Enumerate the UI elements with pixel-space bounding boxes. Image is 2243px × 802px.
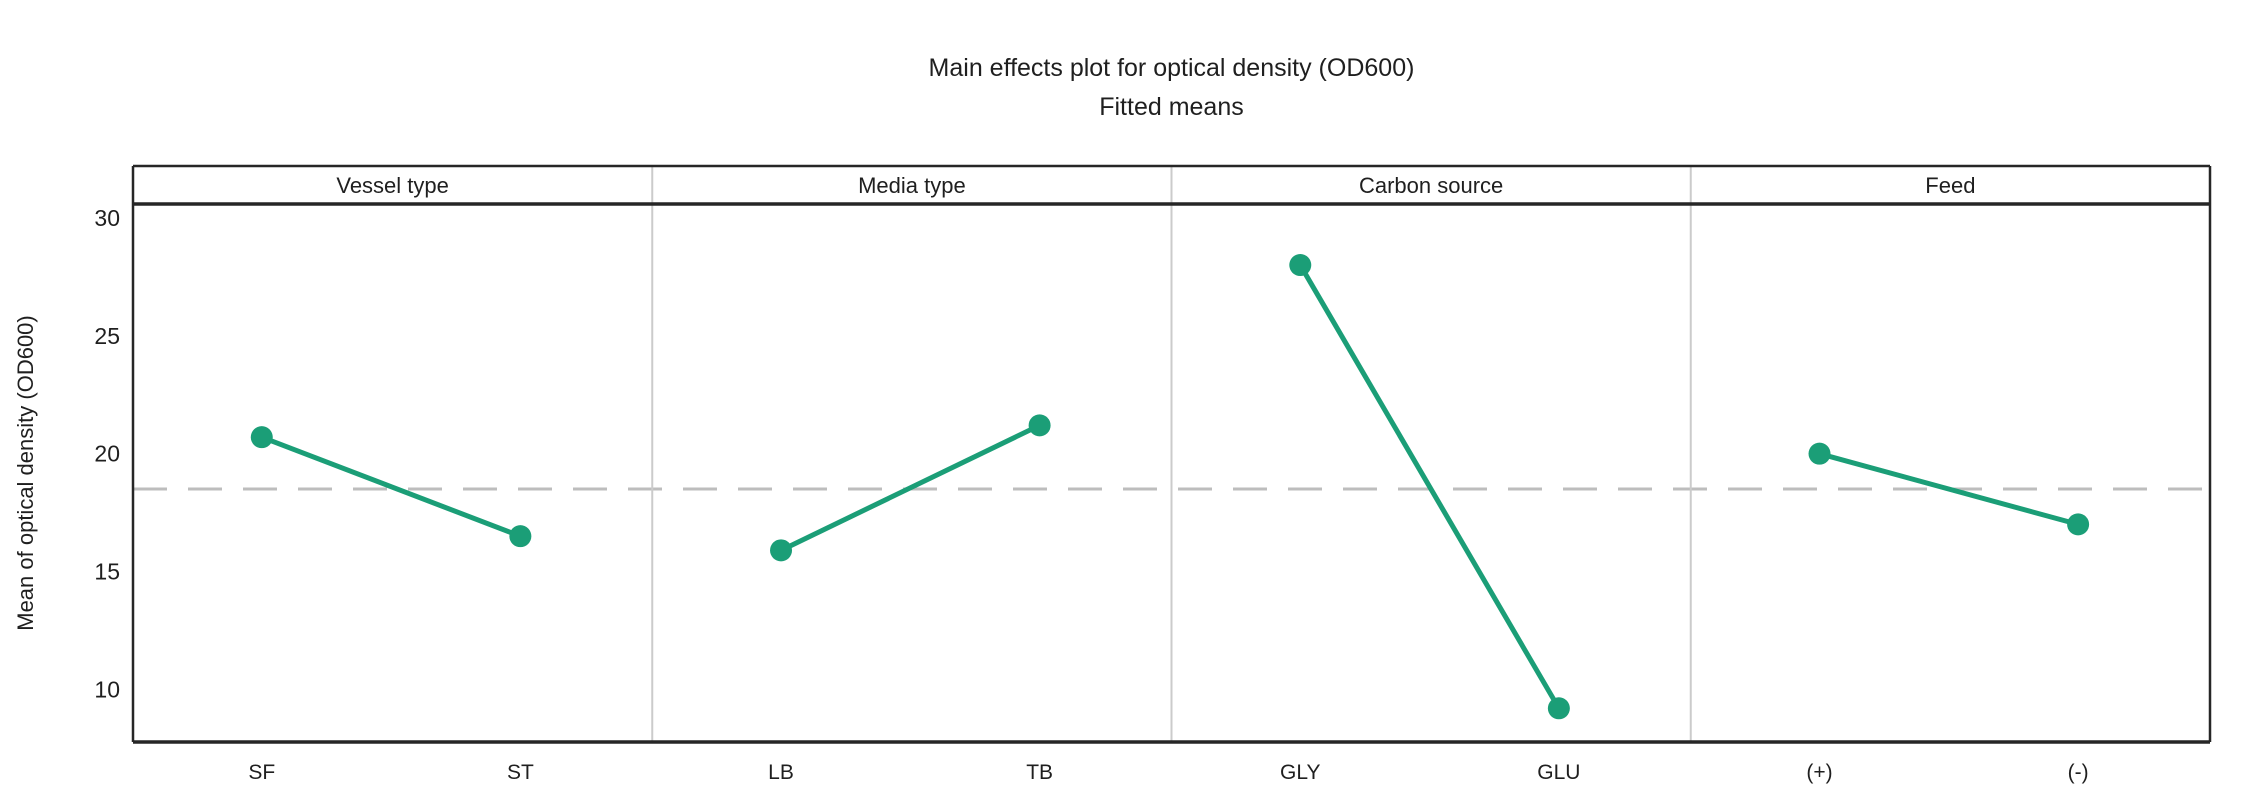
x-category-label: (+) [1806, 761, 1832, 784]
x-category-label: GLY [1280, 761, 1320, 784]
x-category-label: TB [1026, 761, 1053, 784]
chart-title: Main effects plot for optical density (O… [928, 54, 1415, 82]
data-point [1028, 414, 1051, 437]
data-point [509, 525, 532, 548]
data-point [2067, 513, 2090, 536]
panel-header-label: Feed [1925, 173, 1975, 198]
x-category-label: GLU [1537, 761, 1580, 784]
panel-header-label: Carbon source [1359, 173, 1503, 198]
series-line [1298, 263, 1562, 710]
data-point [250, 426, 273, 449]
series-line [779, 423, 1041, 553]
y-tick-label: 20 [94, 441, 120, 467]
x-category-label: SF [248, 761, 275, 784]
series-line [260, 434, 522, 539]
x-category-label: ST [507, 761, 534, 784]
x-category-label: LB [768, 761, 794, 784]
y-tick-label: 15 [94, 559, 120, 585]
data-point [1289, 254, 1312, 277]
panel-header-label: Vessel type [336, 173, 449, 198]
chart-subtitle: Fitted means [1099, 93, 1244, 121]
y-tick-label: 25 [94, 323, 120, 349]
panel-header-label: Media type [858, 173, 966, 198]
data-point [1808, 442, 1831, 465]
data-point [770, 539, 793, 562]
data-point [1547, 697, 1570, 720]
y-tick-label: 10 [94, 676, 120, 702]
series-line [1818, 451, 2079, 527]
y-tick-label: 30 [94, 205, 120, 231]
x-category-label: (-) [2068, 761, 2089, 784]
